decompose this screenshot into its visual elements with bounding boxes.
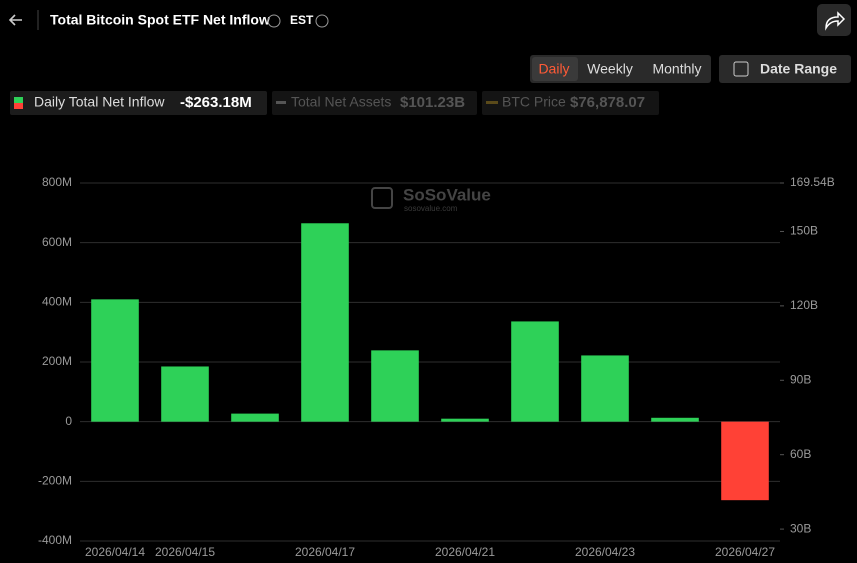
- bar: [231, 413, 279, 422]
- bar: [301, 223, 349, 422]
- date-range-button[interactable]: [719, 55, 851, 83]
- watermark-logo: [371, 187, 393, 209]
- legend-swatch: [14, 103, 23, 109]
- y2-tick-label: 169.54B: [790, 175, 835, 189]
- y-tick-label: 600M: [42, 235, 72, 249]
- watermark-brand: SoSoValue: [403, 185, 491, 204]
- bar: [371, 350, 419, 422]
- y-tick-label: -400M: [38, 533, 72, 547]
- tab[interactable]: Daily: [538, 61, 569, 77]
- x-tick-label: 2026/04/14: [85, 545, 145, 559]
- y-tick-label: -200M: [38, 474, 72, 488]
- legend-swatch: [14, 97, 23, 103]
- back-button[interactable]: [8, 14, 22, 26]
- x-tick-label: 2026/04/15: [155, 545, 215, 559]
- info-icon[interactable]: [267, 14, 281, 28]
- y2-tick-label: 150B: [790, 224, 818, 238]
- y2-tick-label: 90B: [790, 372, 811, 386]
- legend-value: $76,878.07: [570, 94, 645, 111]
- tab[interactable]: Weekly: [587, 61, 633, 77]
- y-tick-label: 200M: [42, 354, 72, 368]
- legend-swatch: [486, 101, 498, 104]
- share-icon: [825, 11, 846, 31]
- legend-name: Total Net Assets: [291, 94, 391, 110]
- y-tick-label: 800M: [42, 175, 72, 189]
- calendar-icon: [733, 61, 749, 77]
- y-tick-label: 400M: [42, 295, 72, 309]
- x-tick-label: 2026/04/21: [435, 545, 495, 559]
- bar: [721, 421, 769, 501]
- bar: [511, 321, 559, 422]
- bar: [91, 299, 139, 422]
- legend-swatch: [276, 101, 286, 104]
- x-tick-label: 2026/04/23: [575, 545, 635, 559]
- legend-item[interactable]: [482, 91, 659, 115]
- legend-value: -$263.18M: [180, 94, 252, 111]
- share-button[interactable]: [817, 4, 851, 36]
- tab-active-bg: [532, 57, 578, 81]
- watermark-url: sosovalue.com: [404, 204, 458, 213]
- x-tick-label: 2026/04/27: [715, 545, 775, 559]
- bar: [441, 418, 489, 422]
- legend-value: $101.23B: [400, 94, 465, 111]
- y2-tick-label: 60B: [790, 447, 811, 461]
- timezone: EST: [290, 13, 314, 27]
- bar: [581, 355, 629, 422]
- legend-item[interactable]: [10, 91, 267, 115]
- page-title: Total Bitcoin Spot ETF Net Inflow: [50, 12, 270, 28]
- legend-name: Daily Total Net Inflow: [34, 94, 165, 110]
- bar: [651, 417, 699, 422]
- date-range-label: Date Range: [760, 61, 837, 77]
- bar: [161, 366, 209, 422]
- y2-tick-label: 30B: [790, 521, 811, 535]
- legend-name: BTC Price: [502, 94, 566, 110]
- y2-tick-label: 120B: [790, 298, 818, 312]
- tab[interactable]: Monthly: [652, 61, 701, 77]
- info-icon[interactable]: [315, 14, 329, 28]
- y-tick-label: 0: [65, 414, 72, 428]
- x-tick-label: 2026/04/17: [295, 545, 355, 559]
- legend-item[interactable]: [272, 91, 477, 115]
